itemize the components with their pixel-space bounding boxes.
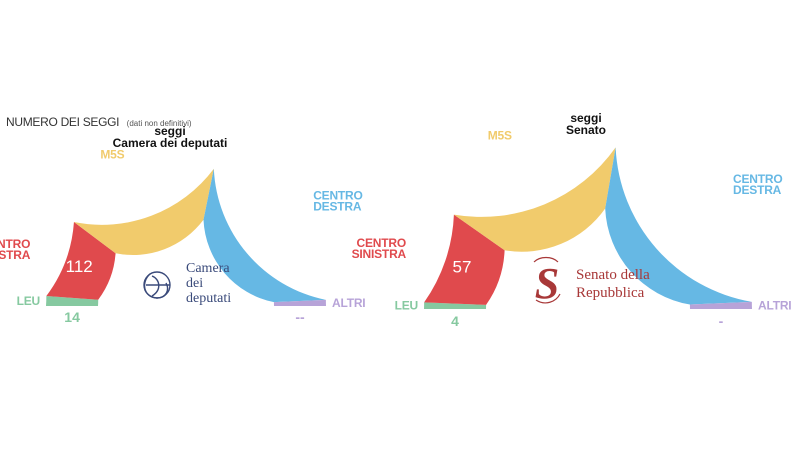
camera-name-centro-destra-2: DESTRA (313, 199, 362, 213)
camera-chart-label-name: Camera dei deputati (113, 136, 228, 150)
camera-value-centro-sinistra: 112 (66, 257, 93, 276)
camera-emblem-icon (143, 271, 171, 299)
camera-name-centro-destra-1: CENTRO (313, 188, 362, 202)
camera-value-m5s: 221 (131, 191, 159, 210)
camera-name-line-3: deputati (186, 291, 231, 306)
senato-name-line-2: Repubblica (576, 285, 645, 301)
figure-header: NUMERO DEI SEGGI (dati non definitivi) (6, 113, 192, 130)
figure-title: NUMERO DEI SEGGI (6, 115, 119, 129)
senato-name-centro-destra-1: CENTRO (733, 172, 782, 186)
camera-arc-segments (46, 168, 326, 306)
camera-chart-label-seggi: seggi (154, 124, 185, 138)
camera-name-centro-sinistra-1: CENTRO (0, 237, 30, 251)
camera-value-altri: -- (295, 309, 305, 325)
camera-value-leu: 14 (64, 309, 80, 325)
camera-arc-centro-sinistra (46, 222, 116, 300)
camera-name-altri-1: ALTRI (332, 296, 365, 310)
svg-text:S: S (535, 259, 559, 308)
camera-name-m5s-1: M5S (100, 148, 124, 162)
camera-name-line-2: dei (186, 276, 203, 291)
senato-logo: S Senato della Repubblica (533, 256, 650, 308)
senato-chart-label-seggi: seggi (570, 111, 601, 125)
senato-arc-altri (689, 301, 752, 309)
senato-value-m5s: 112 (523, 177, 550, 196)
senato-hemicycle-chart: seggi Senato LEU457CENTROSINISTRA112M5S1… (352, 111, 792, 329)
camera-arc-m5s (73, 168, 214, 255)
camera-arc-leu (46, 296, 99, 306)
senato-arc-centro-sinistra (424, 214, 505, 305)
senato-name-centro-sinistra-1: CENTRO (357, 236, 406, 250)
senato-arc-m5s (453, 147, 616, 252)
camera-arc-centro-destra (203, 168, 326, 303)
camera-name-centro-sinistra-2: SINISTRA (0, 248, 31, 262)
figure-note: (dati non definitivi) (127, 119, 192, 128)
senato-value-centro-sinistra: 57 (453, 257, 472, 276)
camera-hemicycle-chart: seggi Camera dei deputati LEU 14 112 CENTRO… (0, 124, 366, 325)
senato-name-line-1: Senato della (576, 267, 650, 283)
senato-emblem-icon: S (533, 256, 561, 308)
senato-arc-leu (424, 302, 487, 309)
senato-labels: LEU457CENTROSINISTRA112M5S135CENTRODESTR… (352, 128, 792, 329)
senato-name-leu-1: LEU (395, 299, 418, 313)
camera-name-leu-1: LEU (17, 294, 40, 308)
senato-value-leu: 4 (451, 313, 459, 329)
senato-chart-label-name: Senato (566, 123, 606, 137)
camera-logo: Camera dei deputati (143, 261, 231, 306)
senato-name-centro-sinistra-2: SINISTRA (352, 247, 407, 261)
camera-arc-altri (273, 299, 326, 306)
camera-value-centro-destra: 260 (259, 223, 287, 242)
senato-value-centro-destra: 135 (674, 212, 702, 231)
senato-name-altri-1: ALTRI (758, 298, 791, 312)
senato-name-m5s-1: M5S (488, 128, 512, 142)
senato-arc-centro-destra (605, 147, 752, 305)
senato-name-centro-destra-2: DESTRA (733, 183, 782, 197)
camera-name-line-1: Camera (186, 261, 230, 276)
camera-labels: LEU14112CENTROSINISTRA221M5S260CENTRODES… (0, 148, 366, 325)
senato-arc-segments (424, 147, 752, 309)
senato-value-altri: - (719, 313, 724, 329)
